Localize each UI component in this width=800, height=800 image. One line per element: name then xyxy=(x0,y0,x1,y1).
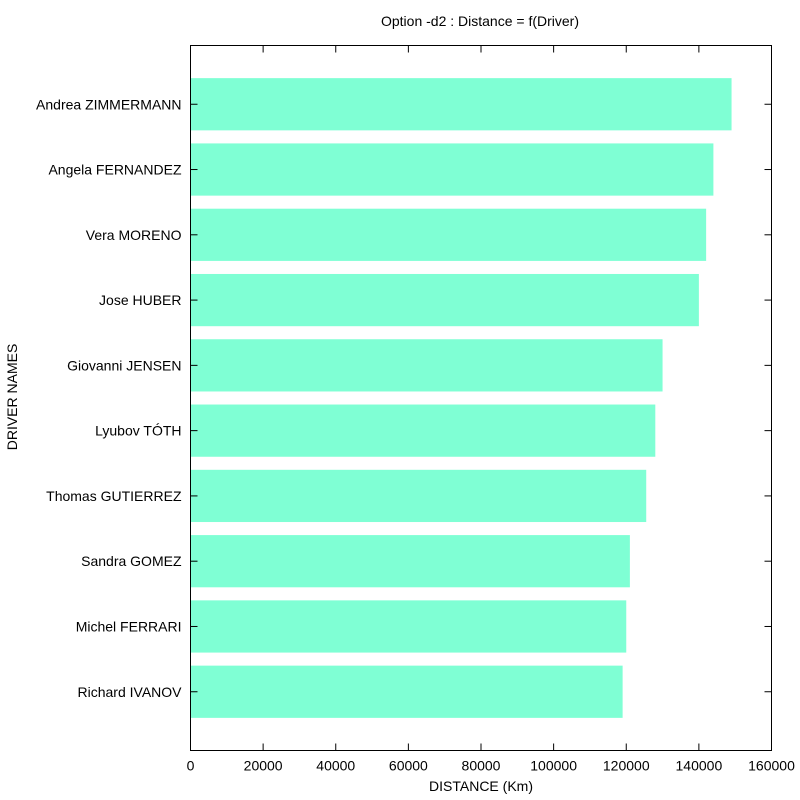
x-axis-ticks: 0 20000 40000 60000 80000 100000 120000 140000 1… xyxy=(187,45,795,774)
y-tick-label: Jose HUBER xyxy=(99,292,181,308)
y-tick-label: Angela FERNANDEZ xyxy=(48,162,181,178)
bars-group xyxy=(190,78,732,718)
bar xyxy=(190,469,647,523)
x-tick-label: 100000 xyxy=(530,758,577,774)
x-tick-label: 80000 xyxy=(462,758,501,774)
y-axis-ticks: Andrea ZIMMERMANN Angela FERNANDEZ Vera MO… xyxy=(36,96,772,700)
bar xyxy=(190,78,732,131)
bar xyxy=(190,273,699,327)
x-tick-label: 160000 xyxy=(748,758,795,774)
x-axis-label: DISTANCE (Km) xyxy=(429,778,533,794)
y-tick-label: Giovanni JENSEN xyxy=(67,357,181,373)
y-tick-label: Lyubov TÓTH xyxy=(95,423,181,439)
bar xyxy=(190,404,656,457)
x-tick-label: 0 xyxy=(187,758,195,774)
x-tick-label: 120000 xyxy=(603,758,650,774)
bar xyxy=(190,665,623,718)
bar xyxy=(190,535,630,588)
y-tick-label: Thomas GUTIERREZ xyxy=(46,488,182,504)
bar xyxy=(190,600,627,653)
y-tick-label: Andrea ZIMMERMANN xyxy=(36,96,181,112)
y-tick-label: Michel FERRARI xyxy=(76,618,182,634)
x-tick-label: 40000 xyxy=(316,758,355,774)
x-tick-label: 20000 xyxy=(244,758,283,774)
x-tick-label: 140000 xyxy=(676,758,723,774)
y-tick-label: Richard IVANOV xyxy=(78,684,183,700)
y-tick-label: Vera MORENO xyxy=(86,227,182,243)
x-tick-label: 60000 xyxy=(389,758,428,774)
y-tick-label: Sandra GOMEZ xyxy=(81,553,182,569)
bar xyxy=(190,143,714,196)
bar xyxy=(190,339,663,392)
chart-title: Option -d2 : Distance = f(Driver) xyxy=(381,13,579,29)
bar xyxy=(190,208,707,261)
y-axis-label: DRIVER NAMES xyxy=(4,344,20,451)
